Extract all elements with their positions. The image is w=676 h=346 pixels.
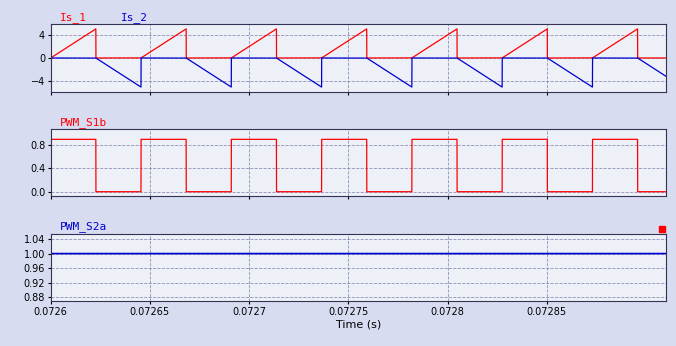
Text: PWM_S2a: PWM_S2a bbox=[60, 221, 107, 232]
Text: Is_2: Is_2 bbox=[122, 12, 149, 23]
Text: Is_1: Is_1 bbox=[60, 12, 87, 23]
X-axis label: Time (s): Time (s) bbox=[336, 319, 381, 329]
Text: PWM_S1b: PWM_S1b bbox=[60, 117, 107, 128]
